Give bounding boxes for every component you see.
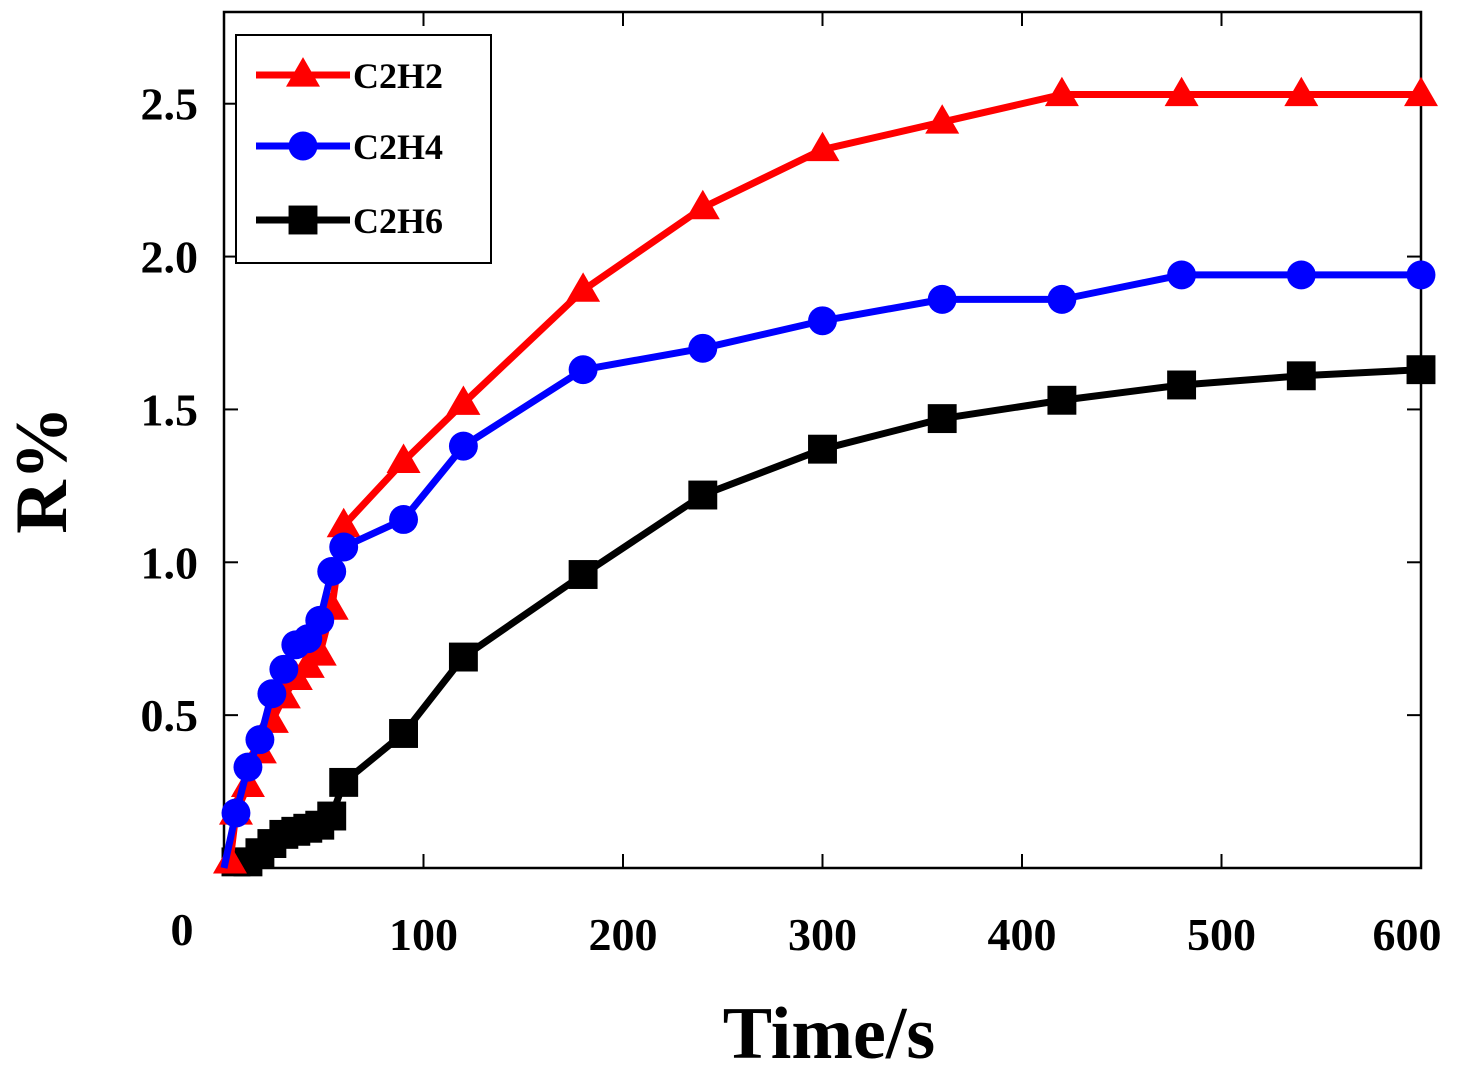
data-point-c2h4 <box>448 431 478 461</box>
data-point-c2h6 <box>329 767 359 797</box>
x-axis-title: Time/s <box>723 993 935 1075</box>
y-tick-label: 1.5 <box>141 384 199 435</box>
data-point-c2h4 <box>329 532 359 562</box>
data-point-c2h6 <box>688 480 718 510</box>
series-layer <box>212 76 1438 877</box>
data-point-c2h2 <box>566 272 601 302</box>
series-c2h4 <box>220 260 1436 869</box>
data-point-c2h4 <box>245 725 275 755</box>
legend-marker <box>288 131 318 161</box>
data-point-c2h6 <box>389 719 418 748</box>
data-point-c2h4 <box>233 752 263 782</box>
data-point-c2h6 <box>1047 385 1077 415</box>
y-axis-title: R% <box>1 406 83 533</box>
data-point-c2h4 <box>688 333 718 363</box>
legend-label: C2H2 <box>353 56 443 96</box>
data-point-c2h2 <box>805 131 840 162</box>
data-point-c2h4 <box>221 798 251 828</box>
legend-item-c2h6: C2H6 <box>256 201 443 241</box>
data-point-c2h2 <box>1044 76 1079 107</box>
data-point-c2h2 <box>446 385 481 415</box>
data-point-c2h4 <box>1406 260 1436 290</box>
legend-item-c2h2: C2H2 <box>256 56 443 96</box>
x-tick-label: 600 <box>1373 909 1442 960</box>
y-tick-label: 2.0 <box>141 232 199 283</box>
legend-label: C2H4 <box>353 127 443 167</box>
y-tick-label: 0.5 <box>141 690 199 741</box>
y-tick-label: 1.0 <box>141 537 199 588</box>
legend-label: C2H6 <box>353 201 443 241</box>
legend-marker <box>286 57 320 87</box>
data-point-c2h6 <box>808 434 837 464</box>
data-point-c2h6 <box>1406 355 1436 385</box>
data-point-c2h4 <box>927 284 957 314</box>
data-point-c2h6 <box>1286 361 1316 391</box>
data-point-c2h2 <box>386 443 421 474</box>
series-line-c2h4 <box>220 271 1421 869</box>
x-tick-label: 400 <box>988 909 1057 960</box>
data-point-c2h6 <box>927 404 957 434</box>
data-point-c2h2 <box>925 104 960 134</box>
data-point-c2h2 <box>685 189 720 220</box>
legend: C2H2 C2H4 C2H6 <box>235 34 492 264</box>
data-point-c2h6 <box>1167 370 1197 400</box>
data-point-c2h2 <box>1164 76 1199 107</box>
data-point-c2h4 <box>1167 260 1197 290</box>
axis-ticks <box>224 12 1421 868</box>
x-tick-label: 0 <box>171 904 194 955</box>
data-point-c2h4 <box>568 355 598 385</box>
data-point-c2h2 <box>1404 76 1438 107</box>
data-point-c2h6 <box>317 801 347 831</box>
data-point-c2h4 <box>1047 284 1077 314</box>
legend-item-c2h4: C2H4 <box>256 127 443 167</box>
data-point-c2h6 <box>568 560 598 589</box>
data-point-c2h4 <box>317 557 347 586</box>
x-tick-label: 300 <box>788 909 857 960</box>
data-point-c2h2 <box>326 507 361 538</box>
series-c2h6 <box>221 355 1436 877</box>
data-point-c2h2 <box>1284 76 1319 107</box>
data-point-c2h4 <box>305 605 335 635</box>
y-tick-label: 2.5 <box>141 79 199 130</box>
data-point-c2h4 <box>1286 260 1316 290</box>
data-point-c2h4 <box>269 654 299 684</box>
data-point-c2h4 <box>257 679 287 709</box>
axis-tick-labels: 0 100 200 300 400 500 600 0.5 1.0 1.5 2.0 2.5 <box>141 79 1442 960</box>
x-tick-label: 500 <box>1187 909 1256 960</box>
x-tick-label: 200 <box>589 909 658 960</box>
data-point-c2h4 <box>808 306 837 336</box>
data-point-c2h4 <box>389 505 418 534</box>
data-point-c2h6 <box>448 642 478 672</box>
x-tick-label: 100 <box>389 909 458 960</box>
data-point-c2h2 <box>302 636 337 666</box>
legend-marker <box>288 205 318 235</box>
